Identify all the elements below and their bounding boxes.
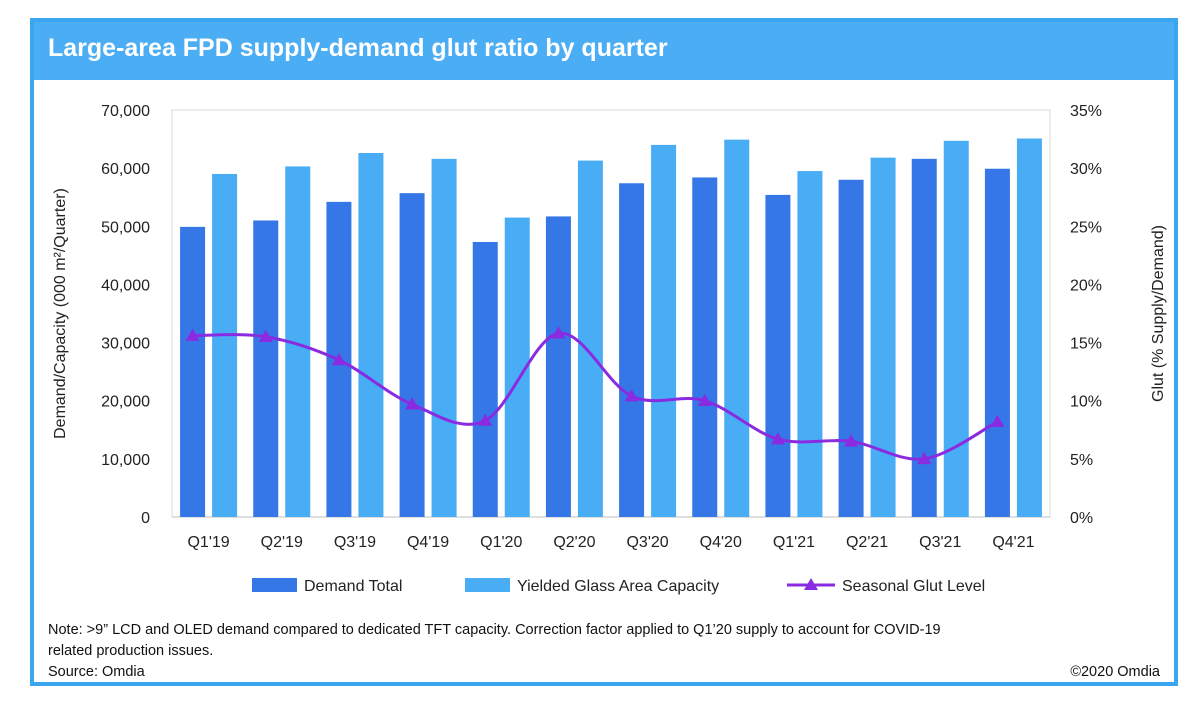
y2-tick-label: 30% — [1070, 161, 1102, 178]
glut-marker — [185, 328, 200, 341]
y2-tick-label: 0% — [1070, 510, 1093, 527]
bar-yielded-capacity — [577, 160, 603, 517]
bar-yielded-capacity — [943, 140, 969, 517]
legend-swatch-demand — [252, 578, 297, 592]
legend-marker-glut — [804, 578, 818, 590]
y2-tick-label: 15% — [1070, 336, 1102, 353]
glut-marker — [844, 434, 859, 447]
legend-label-glut: Seasonal Glut Level — [842, 578, 985, 595]
bar-demand-total — [765, 194, 791, 518]
y-tick-label: 40,000 — [101, 277, 150, 294]
glut-marker — [258, 329, 273, 343]
glut-marker — [551, 326, 566, 339]
chart-title: Large-area FPD supply-demand glut ratio … — [48, 34, 668, 62]
x-tick-label: Q4'19 — [407, 534, 449, 551]
bar-yielded-capacity — [724, 139, 750, 517]
bar-yielded-capacity — [212, 173, 238, 517]
x-tick-label: Q3'21 — [919, 534, 961, 551]
x-tick-label: Q3'20 — [626, 534, 668, 551]
glut-marker — [478, 413, 493, 426]
bar-demand-total — [619, 183, 645, 517]
bar-demand-total — [984, 168, 1010, 517]
glut-marker — [405, 397, 420, 410]
glut-marker — [697, 393, 712, 406]
note-line-1: Note: >9” LCD and OLED demand compared t… — [48, 622, 941, 638]
x-tick-label: Q2'20 — [553, 534, 595, 551]
y2-tick-label: 20% — [1070, 277, 1102, 294]
y2-tick-label: 5% — [1070, 452, 1093, 469]
bar-demand-total — [692, 177, 718, 517]
glut-marker — [624, 389, 639, 402]
bar-yielded-capacity — [870, 157, 896, 518]
x-tick-label: Q4'21 — [992, 534, 1034, 551]
x-tick-label: Q2'19 — [261, 534, 303, 551]
y-tick-label: 0 — [141, 510, 150, 527]
source-note: Source: Omdia — [48, 664, 145, 680]
legend-label-capacity: Yielded Glass Area Capacity — [517, 578, 719, 595]
note-line-2: related production issues. — [48, 643, 214, 659]
copyright: ©2020 Omdia — [1070, 664, 1160, 680]
legend-swatch-capacity — [465, 578, 510, 592]
x-tick-label: Q4'20 — [700, 534, 742, 551]
bar-yielded-capacity — [1016, 138, 1042, 518]
bar-yielded-capacity — [431, 158, 457, 517]
bar-demand-total — [545, 216, 571, 517]
legend-label-demand: Demand Total — [304, 578, 402, 595]
y2-tick-label: 35% — [1070, 103, 1102, 120]
bar-demand-total — [180, 226, 206, 518]
bar-demand-total — [399, 193, 425, 517]
bar-yielded-capacity — [797, 171, 823, 518]
y2-axis-label: Glut (% Supply/Demand) — [1150, 225, 1167, 402]
glut-marker — [917, 451, 932, 465]
title-bar: Large-area FPD supply-demand glut ratio … — [34, 22, 1174, 80]
x-tick-label: Q1'20 — [480, 534, 522, 551]
y-tick-label: 10,000 — [101, 452, 150, 469]
bar-demand-total — [472, 241, 498, 517]
bar-demand-total — [838, 179, 864, 517]
y-tick-label: 70,000 — [101, 103, 150, 120]
y-axis-label: Demand/Capacity (000 m²/Quarter) — [52, 188, 69, 439]
x-tick-label: Q3'19 — [334, 534, 376, 551]
bar-yielded-capacity — [651, 144, 677, 517]
y2-tick-label: 10% — [1070, 394, 1102, 411]
bar-yielded-capacity — [358, 153, 384, 518]
glut-marker — [770, 432, 785, 445]
glut-marker — [990, 414, 1005, 427]
y-tick-label: 20,000 — [101, 394, 150, 411]
x-tick-label: Q2'21 — [846, 534, 888, 551]
y2-tick-label: 25% — [1070, 219, 1102, 236]
x-tick-label: Q1'21 — [773, 534, 815, 551]
y-tick-label: 60,000 — [101, 161, 150, 178]
y-tick-label: 30,000 — [101, 336, 150, 353]
glut-marker — [331, 353, 346, 366]
y-tick-label: 50,000 — [101, 219, 150, 236]
bar-demand-total — [253, 220, 279, 517]
x-tick-label: Q1'19 — [187, 534, 229, 551]
